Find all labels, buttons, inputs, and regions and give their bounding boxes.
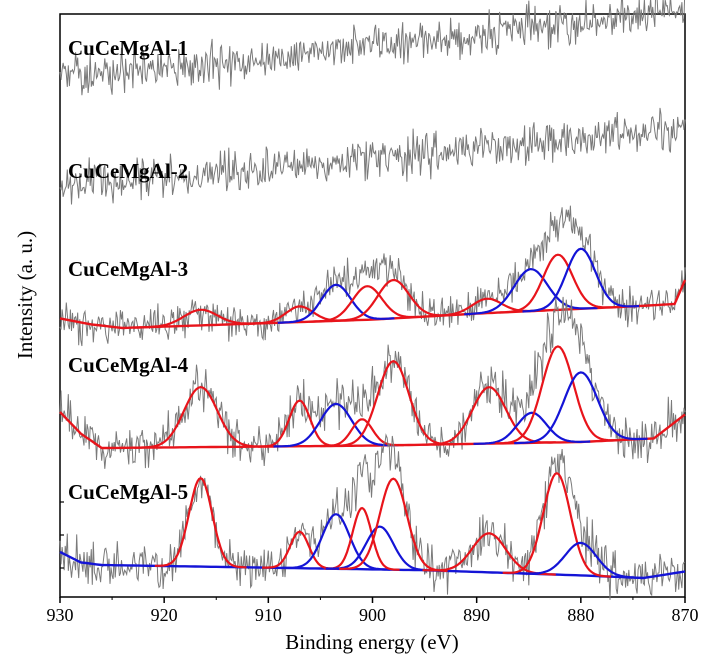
fit-peak-blue — [514, 371, 648, 445]
fit-peak-blue — [473, 411, 591, 445]
fit-peak-blue — [464, 267, 598, 316]
fit-peak-blue — [522, 247, 640, 313]
series-label: CuCeMgAl-4 — [68, 353, 189, 377]
x-tick-label: 920 — [151, 605, 178, 625]
series-label: CuCeMgAl-2 — [68, 159, 188, 183]
fit-peak-red — [257, 399, 342, 448]
x-tick-label: 930 — [47, 605, 74, 625]
fit-peak-blue — [273, 402, 399, 448]
fit-peak-blue — [281, 513, 391, 571]
raw-spectrum-line — [59, 433, 686, 600]
raw-spectrum-line — [59, 0, 686, 96]
x-tick-label: 870 — [672, 605, 699, 625]
fit-peak-red — [134, 385, 268, 449]
series-cucemgal-3 — [59, 205, 687, 347]
series-cucemgal-4 — [59, 296, 686, 469]
fit-peak-red — [330, 360, 456, 447]
series-labels: CuCeMgAl-1 CuCeMgAl-2 CuCeMgAl-3 CuCeMgAl-4… — [68, 36, 189, 504]
x-tick-label: 900 — [359, 605, 386, 625]
series-label: CuCeMgAl-5 — [68, 480, 188, 504]
fit-peak-red — [324, 506, 400, 571]
fit-peak-red — [133, 308, 268, 329]
raw-spectrum-line — [59, 107, 686, 205]
x-tick-label: 910 — [255, 605, 282, 625]
spectra-layer — [59, 0, 687, 600]
series-cucemgal-5 — [59, 433, 686, 600]
left-axis-minor-ticks — [60, 501, 64, 569]
fit-peak-blue — [277, 283, 395, 324]
x-axis-ticks: 930 920 910 900 890 880 870 — [47, 597, 699, 625]
fit-peak-blue — [518, 541, 644, 580]
fit-peak-red — [339, 477, 448, 572]
fit-peak-red — [154, 476, 247, 569]
fit-peak-red — [309, 285, 426, 323]
x-tick-label: 880 — [567, 605, 594, 625]
fit-peak-red — [502, 471, 612, 578]
series-cucemgal-1 — [59, 0, 686, 96]
fit-peak-red — [262, 530, 338, 570]
x-axis-title: Binding energy (eV) — [285, 630, 458, 654]
x-tick-label: 890 — [463, 605, 490, 625]
series-label: CuCeMgAl-1 — [68, 36, 188, 60]
series-cucemgal-2 — [59, 107, 686, 205]
fit-peak-red — [495, 345, 621, 445]
fit-peak-red — [499, 253, 617, 314]
y-axis-title: Intensity (a. u.) — [13, 231, 37, 359]
series-label: CuCeMgAl-3 — [68, 257, 188, 281]
raw-spectrum-line — [59, 205, 686, 347]
